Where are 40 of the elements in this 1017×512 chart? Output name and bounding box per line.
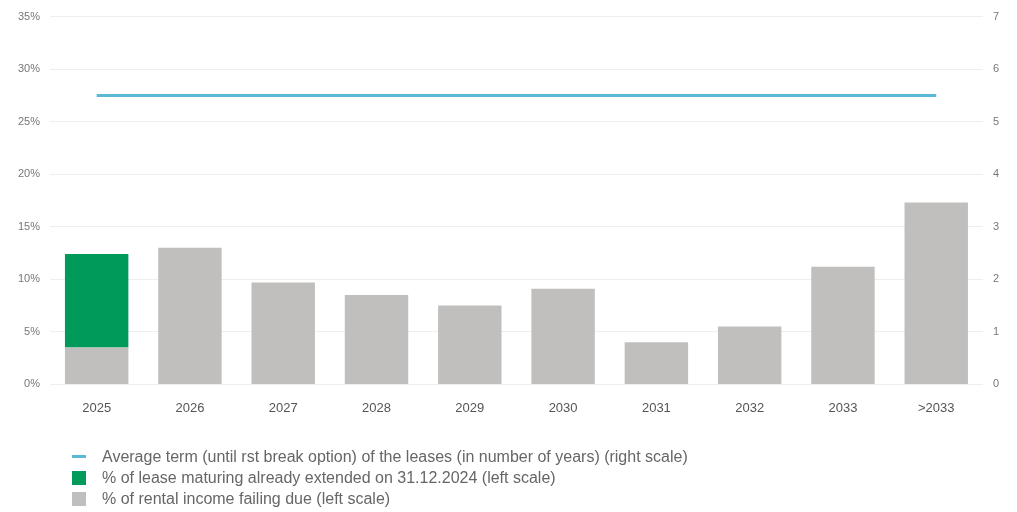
y2-tick-label: 3 (992, 219, 1000, 232)
bar (158, 247, 222, 384)
x-tick-label: >2033 (917, 399, 955, 415)
bar (344, 295, 409, 384)
y-tick-label: 0% (24, 377, 41, 390)
legend-label: % of rental income failing due (left scale) (102, 489, 391, 509)
y2-tick-label: 2 (992, 272, 1000, 285)
bar (811, 266, 875, 384)
y2-tick-label: 0 (992, 377, 1000, 390)
x-tick-label: 2031 (641, 399, 671, 415)
legend-label: Average term (until rst break option) of the leases (in number of years) (right scale) (102, 447, 688, 467)
y-tick-label: 20% (17, 167, 41, 180)
y2-tick-label: 6 (992, 62, 1000, 75)
y-tick-label: 35% (17, 9, 41, 22)
y2-tick-label: 5 (992, 114, 1000, 127)
x-tick-label: 2027 (268, 399, 298, 415)
x-tick-label: 2029 (455, 399, 485, 415)
bar (624, 342, 689, 384)
x-tick-label: 2025 (82, 399, 112, 415)
y2-tick-label: 7 (992, 9, 1000, 22)
y2-tick-label: 1 (992, 324, 1000, 337)
legend-label: % of lease maturing already extended on 31.12.2024 (left scale) (102, 468, 556, 488)
x-tick-label: 2033 (828, 399, 858, 415)
bar (531, 288, 595, 384)
x-tick-label: 2028 (362, 399, 391, 415)
y-tick-label: 25% (17, 114, 41, 127)
y2-tick-label: 4 (992, 167, 1000, 180)
bar (904, 202, 968, 384)
bar (438, 305, 502, 384)
y-tick-label: 15% (17, 219, 41, 232)
x-tick-label: 2030 (548, 399, 578, 415)
bar (717, 326, 782, 384)
y-tick-label: 10% (17, 272, 41, 285)
y-tick-label: 5% (24, 324, 41, 337)
bar (64, 347, 129, 384)
x-tick-label: 2026 (175, 399, 205, 415)
bar (251, 282, 315, 384)
bar (64, 254, 129, 348)
x-tick-label: 2032 (735, 399, 765, 415)
y-tick-label: 30% (17, 62, 41, 75)
